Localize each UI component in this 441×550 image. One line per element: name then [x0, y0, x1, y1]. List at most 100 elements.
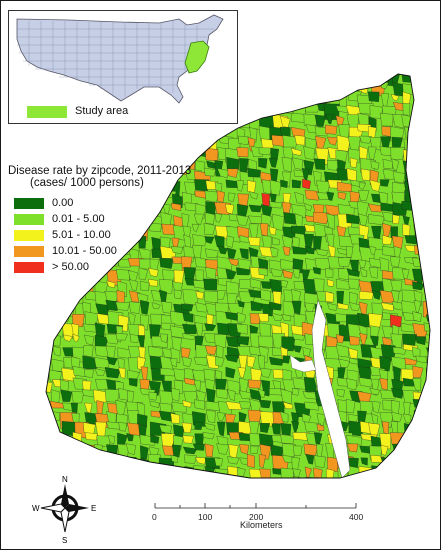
- zipcode-polygon: [380, 302, 394, 312]
- zipcode-polygon: [282, 401, 293, 410]
- zipcode-polygon: [202, 432, 215, 440]
- zipcode-polygon: [129, 378, 138, 387]
- zipcode-polygon: [257, 388, 266, 398]
- zipcode-polygon: [269, 278, 283, 295]
- zipcode-polygon: [226, 235, 235, 248]
- zipcode-polygon: [250, 300, 263, 311]
- zipcode-polygon: [248, 204, 262, 213]
- zipcode-polygon: [52, 345, 61, 357]
- zipcode-polygon: [239, 235, 252, 243]
- zipcode-polygon: [412, 281, 425, 291]
- zipcode-polygon: [227, 247, 237, 259]
- zipcode-polygon: [371, 401, 381, 414]
- zipcode-polygon: [258, 157, 268, 169]
- zipcode-polygon: [192, 234, 207, 247]
- zipcode-polygon: [237, 367, 246, 379]
- zipcode-polygon: [214, 457, 224, 467]
- zipcode-polygon: [268, 157, 278, 168]
- zipcode-polygon: [292, 468, 301, 478]
- zipcode-polygon: [258, 454, 266, 469]
- zipcode-polygon: [280, 467, 295, 478]
- zipcode-polygon: [117, 258, 132, 268]
- zipcode-polygon: [203, 278, 218, 291]
- zipcode-polygon: [271, 313, 284, 321]
- zipcode-polygon: [239, 248, 249, 260]
- zipcode-polygon: [390, 256, 401, 268]
- zipcode-polygon: [181, 422, 193, 433]
- compass-w: W: [32, 504, 40, 513]
- legend-subtitle: (cases/ 1000 persons): [30, 177, 144, 189]
- zipcode-polygon: [280, 258, 295, 270]
- zipcode-polygon: [160, 333, 169, 343]
- zipcode-polygon: [194, 190, 207, 199]
- zipcode-polygon: [335, 344, 349, 358]
- zipcode-polygon: [94, 368, 106, 376]
- zipcode-polygon: [104, 291, 120, 302]
- zipcode-polygon: [292, 432, 310, 441]
- zipcode-polygon: [140, 445, 149, 460]
- zipcode-polygon: [247, 168, 261, 178]
- zipcode-polygon: [248, 379, 262, 389]
- zipcode-polygon: [314, 455, 326, 468]
- zipcode-polygon: [261, 193, 270, 207]
- zipcode-polygon: [227, 168, 239, 178]
- zipcode-polygon: [203, 167, 216, 177]
- zipcode-polygon: [413, 300, 422, 313]
- zipcode-polygon: [182, 446, 198, 455]
- zipcode-polygon: [60, 389, 73, 402]
- zipcode-polygon: [227, 456, 240, 465]
- zipcode-polygon: [216, 421, 226, 437]
- zipcode-polygon: [192, 443, 205, 451]
- zipcode-polygon: [292, 246, 309, 255]
- zipcode-polygon: [345, 399, 356, 414]
- zipcode-polygon: [371, 289, 382, 300]
- zipcode-polygon: [326, 468, 335, 478]
- zipcode-polygon: [225, 311, 238, 321]
- zipcode-polygon: [281, 314, 292, 322]
- zipcode-polygon: [214, 235, 225, 248]
- zipcode-polygon: [239, 279, 254, 290]
- zipcode-polygon: [160, 367, 176, 377]
- scale-label-100: 100: [198, 512, 213, 522]
- zipcode-polygon: [118, 421, 128, 432]
- zipcode-polygon: [235, 267, 251, 276]
- zipcode-polygon: [280, 434, 295, 444]
- zipcode-polygon: [258, 399, 272, 409]
- zipcode-polygon: [224, 355, 239, 363]
- zipcode-polygon: [170, 358, 178, 368]
- zipcode-polygon: [313, 467, 323, 478]
- zipcode-polygon: [359, 377, 374, 388]
- zipcode-polygon: [390, 333, 403, 348]
- zipcode-polygon: [116, 269, 131, 281]
- zipcode-polygon: [151, 302, 161, 310]
- zipcode-polygon: [290, 147, 302, 156]
- zipcode-polygon: [258, 268, 268, 276]
- zipcode-polygon: [269, 356, 284, 366]
- zipcode-polygon: [349, 157, 358, 168]
- zipcode-polygon: [336, 388, 345, 398]
- zipcode-polygon: [258, 147, 272, 156]
- zipcode-polygon: [360, 457, 368, 466]
- zipcode-polygon: [194, 421, 203, 430]
- zipcode-polygon: [325, 291, 334, 303]
- compass-rose-icon: N E S W: [32, 475, 96, 545]
- zipcode-polygon: [129, 279, 139, 292]
- zipcode-polygon: [346, 268, 360, 277]
- zipcode-polygon: [304, 203, 313, 211]
- zipcode-polygon: [391, 387, 405, 399]
- zipcode-polygon: [379, 433, 392, 450]
- zipcode-polygon: [316, 423, 325, 431]
- zipcode-polygon: [83, 334, 95, 346]
- zipcode-polygon: [237, 299, 245, 308]
- zipcode-polygon: [84, 368, 94, 378]
- zipcode-polygon: [193, 280, 205, 289]
- zipcode-polygon: [346, 378, 358, 390]
- zipcode-polygon: [173, 289, 182, 300]
- zipcode-polygon: [217, 245, 228, 255]
- zipcode-polygon: [216, 443, 230, 455]
- zipcode-polygon: [336, 334, 345, 344]
- zipcode-polygon: [225, 268, 237, 280]
- zipcode-polygon: [382, 158, 393, 170]
- zipcode-polygon: [249, 313, 261, 325]
